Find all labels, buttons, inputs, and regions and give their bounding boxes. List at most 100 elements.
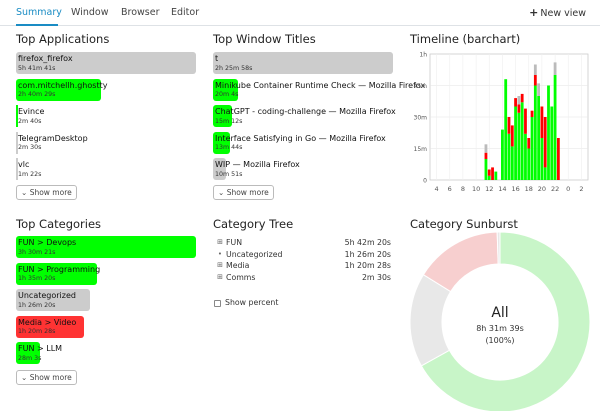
new-view-button[interactable]: + New view [529, 6, 586, 19]
window-title-bar [213, 52, 393, 74]
chevron-down-icon: ⌄ [21, 373, 28, 382]
timeline-bar-segment [494, 171, 498, 180]
category-tree-row: • Uncategorized 1h 26m 20s [216, 250, 391, 261]
category-duration: 1h 35m 20s [18, 275, 56, 282]
timeline-bar-segment [537, 96, 541, 180]
top-applications-show-more-button[interactable]: ⌄ Show more [16, 185, 77, 200]
category-bar [16, 315, 85, 338]
timeline-bar-segment [510, 146, 514, 180]
category-sunburst: All 8h 31m 39s (100%) [410, 232, 591, 411]
application-row[interactable]: vlc 1m 22s [16, 158, 196, 180]
timeline-bar-segment [520, 102, 524, 180]
category-duration: 3h 30m 21s [18, 248, 56, 256]
category-row[interactable]: FUN > Devops 3h 30m 21s [16, 236, 196, 258]
window-title-name: Minikube Container Runtime Check — Mozil… [215, 80, 426, 90]
category-tree-row[interactable]: ⊞ Media 1h 20m 28s [216, 261, 391, 272]
timeline-bar-segment [543, 117, 547, 168]
application-row[interactable]: TelegramDesktop 2m 30s [16, 131, 196, 154]
expand-icon[interactable]: ⊞ [217, 261, 223, 270]
window-title-bar [213, 78, 238, 101]
x-tick-label: 0 [566, 185, 570, 193]
sunburst-center-percent: (100%) [485, 336, 514, 345]
window-title-bar [213, 105, 232, 127]
application-bar [16, 105, 18, 127]
tab-editor[interactable]: Editor [171, 7, 200, 18]
sunburst-segment[interactable] [410, 274, 452, 367]
category-tree-row[interactable]: ⊞ FUN 5h 42m 20s [216, 238, 391, 249]
timeline-bar-segment [527, 138, 531, 149]
sunburst-center-label: All [491, 305, 508, 321]
tab-window[interactable]: Window [71, 7, 109, 18]
category-name: FUN > Programming [18, 264, 101, 274]
window-title-name: Interface Satisfying in Go — Mozilla Fir… [215, 133, 386, 143]
application-row[interactable]: firefox_firefox 5h 41m 41s [16, 52, 196, 74]
tab-browser[interactable]: Browser [121, 7, 160, 18]
category-row[interactable]: FUN > LLM 28m 3s [16, 342, 196, 364]
show-percent-label: Show percent [225, 298, 279, 307]
top-categories-show-more-button[interactable]: ⌄ Show more [16, 370, 77, 385]
category-tree-duration: 1h 20m 28s [344, 261, 391, 271]
timeline-bar-segment [517, 96, 521, 105]
timeline-bar-segment [517, 112, 521, 180]
category-tree-name: FUN [226, 238, 243, 247]
application-duration: 5h 41m 41s [18, 64, 56, 72]
application-row[interactable]: com.mitchellh.ghostty 2h 40m 29s [16, 78, 196, 101]
expand-icon[interactable]: ⊞ [217, 238, 223, 246]
timeline-bar-segment [501, 129, 504, 180]
application-name: TelegramDesktop [18, 133, 88, 143]
timeline-bar-segment [540, 138, 544, 180]
x-tick-label: 12 [485, 185, 493, 193]
window-title-duration: 13m 44s [215, 144, 243, 151]
window-title-name: t [215, 54, 219, 63]
category-bar [16, 236, 196, 258]
timeline-bar-segment [484, 152, 488, 159]
timeline-bar-segment [487, 169, 491, 176]
window-title-row[interactable]: t 2h 25m 58s [213, 52, 393, 74]
top-window-titles-show-more-button[interactable]: ⌄ Show more [213, 185, 274, 200]
x-tick-label: 4 [435, 185, 439, 193]
timeline-bar-segment [524, 108, 527, 134]
y-tick-label: 45m [414, 83, 428, 90]
top-categories-title: Top Categories [16, 217, 102, 231]
y-tick-label: 15m [414, 146, 428, 153]
timeline-bar-segment [507, 117, 511, 134]
expand-icon[interactable]: ⊞ [217, 272, 223, 281]
timeline-title: Timeline (barchart) [410, 32, 521, 46]
category-row[interactable]: Media > Video 1h 20m 28s [16, 315, 196, 338]
window-title-row[interactable]: WIP — Mozilla Firefox 10m 51s [213, 158, 393, 180]
application-bar [16, 158, 18, 180]
chevron-down-icon: ⌄ [218, 188, 225, 197]
application-duration: 2m 40s [18, 117, 42, 125]
x-tick-label: 6 [448, 185, 452, 193]
window-title-row[interactable]: Interface Satisfying in Go — Mozilla Fir… [213, 131, 393, 154]
sunburst-segment[interactable] [496, 232, 501, 265]
category-tree-name: Media [226, 261, 250, 271]
window-title-row[interactable]: Minikube Container Runtime Check — Mozil… [213, 78, 425, 101]
window-title-row[interactable]: ChatGPT - coding-challenge — Mozilla Fir… [213, 105, 396, 127]
timeline-bar-segment [530, 117, 534, 180]
category-duration: 1h 20m 28s [18, 328, 56, 335]
tab-summary[interactable]: Summary [16, 0, 62, 26]
category-name: FUN > LLM [18, 344, 63, 353]
timeline-bar-segment [517, 104, 521, 113]
category-duration: 28m 3s [18, 354, 42, 362]
timeline-bar-segment [533, 85, 537, 180]
category-name: FUN > Devops [18, 238, 77, 247]
category-tree-row[interactable]: ⊞ Comms 2m 30s [216, 273, 391, 284]
category-row[interactable]: Uncategorized 1h 26m 20s [16, 289, 196, 311]
category-tree-duration: 2m 30s [361, 272, 391, 282]
timeline-bar-segment [540, 106, 544, 138]
window-title-duration: 15m 12s [215, 117, 243, 125]
timeline-bar-segment [484, 144, 488, 153]
category-row[interactable]: FUN > Programming 1h 35m 20s [16, 262, 196, 285]
timeline-bar-segment [491, 167, 494, 180]
application-row[interactable]: Evince 2m 40s [16, 105, 196, 127]
timeline-bar-segment [533, 75, 537, 86]
plus-icon: + [529, 6, 539, 19]
y-tick-label: 1h [419, 52, 427, 59]
show-percent-checkbox[interactable] [214, 300, 221, 307]
category-name: Uncategorized [18, 291, 76, 300]
category-tree-title: Category Tree [213, 217, 294, 231]
x-tick-label: 22 [551, 185, 559, 193]
sunburst-segment[interactable] [420, 232, 591, 411]
